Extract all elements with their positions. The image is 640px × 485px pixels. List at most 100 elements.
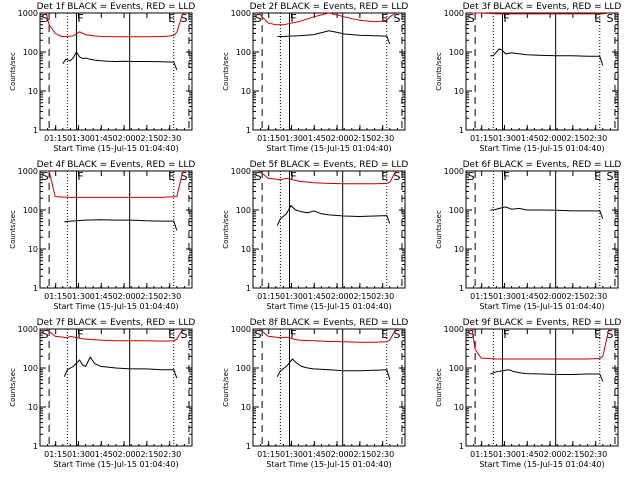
x-tick-label: 01:45 (303, 450, 326, 459)
marker-label-flare: F (290, 328, 296, 341)
x-tick-label: 01:45 (303, 134, 326, 143)
x-axis-label: Start Time (15-Jul-15 01:04:40) (479, 302, 604, 311)
y-tick-label: 1 (33, 442, 38, 451)
y-axis: 1 10 100 1000 (444, 9, 618, 135)
y-axis: 1 10 100 1000 (231, 9, 405, 135)
x-tick-label: 02:30 (371, 292, 394, 301)
series-events-line (276, 204, 391, 226)
x-tick-label: 01:15 (470, 134, 493, 143)
x-axis-label: Start Time (15-Jul-15 01:04:40) (53, 460, 178, 469)
x-tick-label: 01:15 (44, 134, 67, 143)
x-tick-label: 01:45 (516, 134, 539, 143)
y-tick-label: 1 (246, 284, 251, 293)
x-tick-label: 02:00 (539, 134, 562, 143)
series-lld-line (258, 12, 397, 26)
y-tick-label: 10 (241, 245, 251, 254)
plot-frame (465, 170, 619, 289)
x-tick-label: 02:00 (326, 292, 349, 301)
x-axis: 01:15 01:30 01:45 02:00 02:15 02:30 (465, 171, 611, 301)
y-tick-label: 10 (241, 403, 251, 412)
marker-label-stop: S (393, 170, 400, 183)
marker-label-end: E (168, 328, 175, 341)
x-tick-label: 02:30 (584, 134, 607, 143)
chart-panel-9: Det 9f BLACK = Events, RED = LLD 1 10 100 10… (435, 318, 621, 469)
chart-title: Det 8f BLACK = Events, RED = LLD (250, 318, 409, 328)
x-tick-label: 01:30 (280, 450, 303, 459)
y-tick-label: 10 (454, 87, 464, 96)
marker-label-end: E (594, 12, 601, 25)
x-tick-label: 02:15 (135, 292, 158, 301)
marker-label-start: S (255, 328, 262, 341)
x-axis: 01:15 01:30 01:45 02:00 02:15 02:30 (252, 13, 398, 143)
x-axis: 01:15 01:30 01:45 02:00 02:15 02:30 (252, 171, 398, 301)
x-tick-label: 01:30 (280, 134, 303, 143)
x-tick-label: 01:15 (44, 450, 67, 459)
x-axis-label: Start Time (15-Jul-15 01:04:40) (266, 460, 391, 469)
chart-title: Det 5f BLACK = Events, RED = LLD (250, 160, 409, 170)
y-tick-label: 1000 (231, 167, 251, 176)
x-tick-label: 01:45 (516, 450, 539, 459)
x-tick-label: 02:30 (584, 450, 607, 459)
x-tick-label: 01:30 (280, 292, 303, 301)
x-axis: 01:15 01:30 01:45 02:00 02:15 02:30 (39, 171, 185, 301)
x-tick-label: 01:15 (470, 292, 493, 301)
x-tick-label: 01:45 (90, 450, 113, 459)
series-events-line (490, 206, 604, 219)
marker-label-flare: F (77, 170, 83, 183)
chart-panel-5: Det 5f BLACK = Events, RED = LLD 1 10 100 10… (222, 160, 408, 311)
series-lld-line (46, 170, 184, 198)
y-axis: 1 10 100 1000 (18, 9, 192, 135)
y-tick-label: 100 (449, 206, 464, 215)
y-tick-label: 1 (459, 126, 464, 135)
marker-label-start: S (42, 170, 49, 183)
marker-label-start: S (255, 170, 262, 183)
marker-label-flare: F (503, 12, 509, 25)
chart-panel-1: Det 1f BLACK = Events, RED = LLD 1 10 100 10… (9, 2, 195, 153)
x-tick-label: 02:15 (135, 450, 158, 459)
y-tick-label: 10 (241, 87, 251, 96)
series-events-line (63, 356, 178, 379)
y-tick-label: 1000 (444, 9, 464, 18)
x-tick-label: 02:30 (371, 134, 394, 143)
x-tick-label: 02:15 (561, 134, 584, 143)
x-tick-label: 01:30 (493, 292, 516, 301)
x-tick-label: 01:45 (90, 292, 113, 301)
y-tick-label: 100 (236, 48, 251, 57)
x-tick-label: 01:15 (257, 450, 280, 459)
x-tick-label: 02:00 (113, 134, 136, 143)
series-lld-line (471, 328, 610, 360)
plot-frame (39, 170, 193, 289)
marker-label-flare: F (290, 12, 296, 25)
marker-label-start: S (468, 328, 475, 341)
y-tick-label: 1 (246, 126, 251, 135)
marker-label-end: E (381, 170, 388, 183)
x-tick-label: 01:15 (257, 292, 280, 301)
y-axis-label: Counts/sec (222, 368, 230, 407)
series-events-line (64, 219, 178, 231)
x-tick-label: 02:00 (539, 292, 562, 301)
x-axis: 01:15 01:30 01:45 02:00 02:15 02:30 (39, 13, 185, 143)
marker-label-end: E (594, 328, 601, 341)
y-axis-label: Counts/sec (9, 210, 17, 249)
x-axis: 01:15 01:30 01:45 02:00 02:15 02:30 (465, 329, 611, 459)
y-tick-label: 10 (454, 403, 464, 412)
marker-label-stop: S (180, 170, 187, 183)
marker-label-flare: F (77, 328, 83, 341)
y-tick-label: 1000 (444, 325, 464, 334)
y-tick-label: 10 (28, 245, 38, 254)
y-tick-label: 100 (449, 48, 464, 57)
y-axis-label: Counts/sec (222, 210, 230, 249)
x-tick-label: 02:15 (348, 450, 371, 459)
y-tick-label: 1 (33, 126, 38, 135)
x-tick-label: 01:15 (470, 450, 493, 459)
x-tick-label: 02:00 (326, 134, 349, 143)
y-axis: 1 10 100 1000 (444, 325, 618, 451)
chart-panel-7: Det 7f BLACK = Events, RED = LLD 1 10 100 10… (9, 318, 195, 469)
series-events-line (62, 51, 178, 70)
x-axis-label: Start Time (15-Jul-15 01:04:40) (266, 144, 391, 153)
marker-label-start: S (468, 12, 475, 25)
marker-label-stop: S (606, 170, 613, 183)
x-tick-label: 01:45 (90, 134, 113, 143)
x-tick-label: 01:45 (516, 292, 539, 301)
y-tick-label: 1000 (231, 9, 251, 18)
